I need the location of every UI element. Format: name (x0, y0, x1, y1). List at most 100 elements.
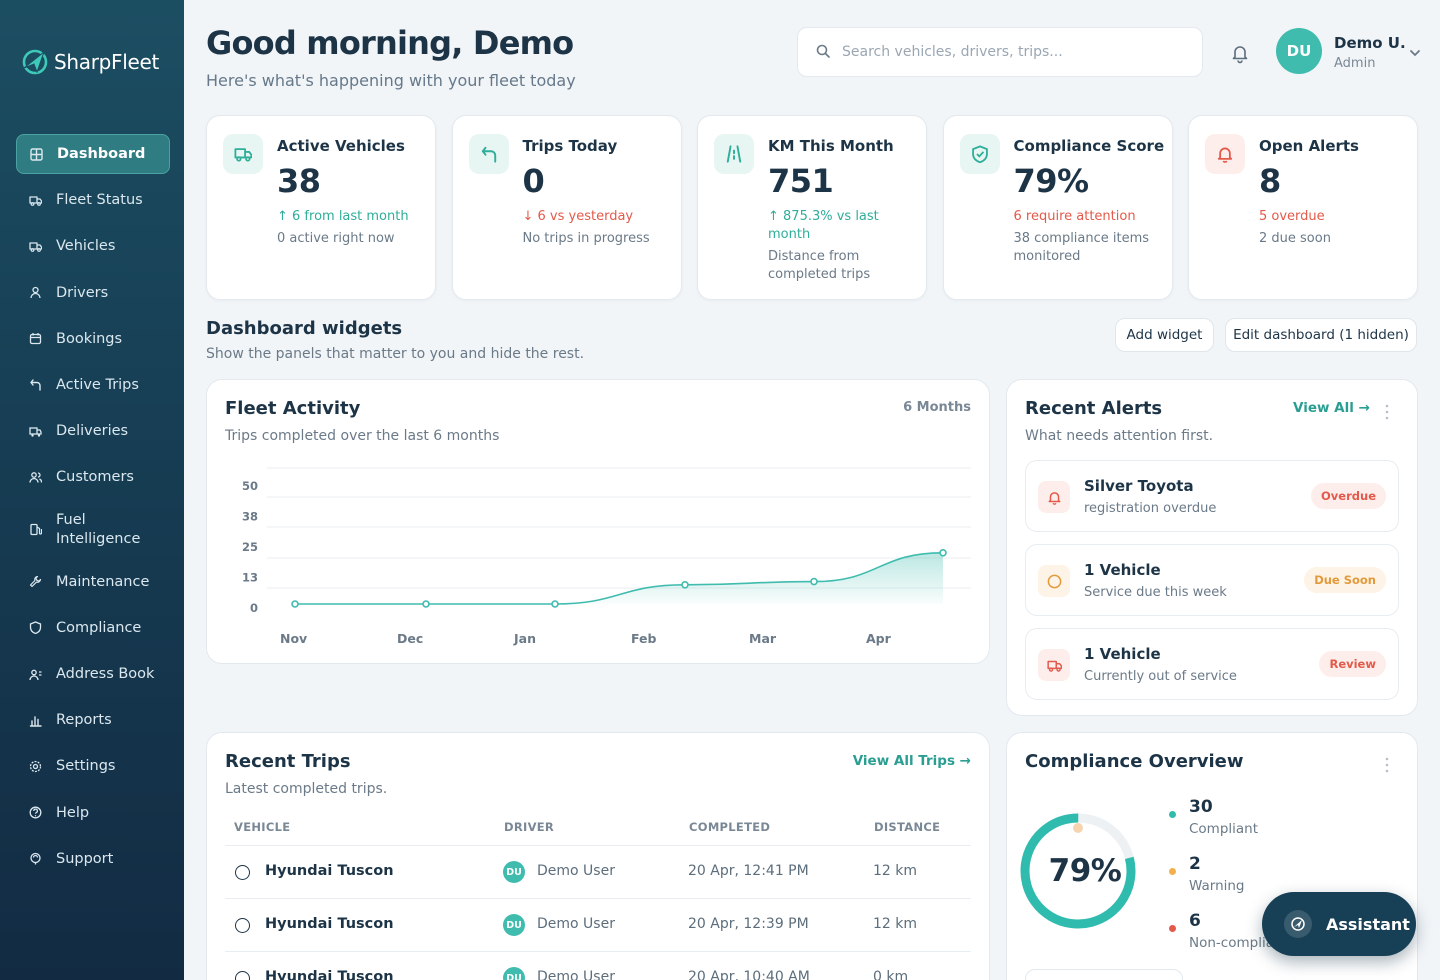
sidebar-item-dashboard[interactable]: Dashboard (16, 134, 170, 174)
fleet-activity-subtitle: Trips completed over the last 6 months (225, 428, 500, 444)
stat-value: 38 (277, 162, 321, 200)
sidebar-item-label: Fuel Intelligence (56, 511, 141, 547)
alert-item[interactable]: Silver Toyota registration overdue Overd… (1025, 460, 1399, 532)
recent-alerts-panel: Recent Alerts What needs attention first… (1006, 379, 1418, 716)
table-row[interactable]: Hyundai Tuscon DU Demo User 20 Apr, 10:4… (225, 951, 971, 980)
user-name[interactable]: Demo U. (1334, 34, 1406, 52)
bar-chart-icon (28, 713, 42, 727)
sidebar-item-maintenance[interactable]: Maintenance (16, 562, 170, 602)
row-select-radio[interactable] (235, 918, 250, 933)
row-select-radio[interactable] (235, 865, 250, 880)
y-tick-label: 0 (250, 601, 258, 615)
stat-card-compliance-score[interactable]: Compliance Score 79% 6 require attention… (942, 115, 1173, 300)
fleet-activity-chart: 50 38 25 13 0 Nov Dec Jan Feb Mar Apr (242, 467, 971, 646)
sidebar-item-label: Reports (56, 712, 112, 729)
package-truck-icon (28, 424, 42, 438)
series-line (295, 552, 944, 605)
sidebar-item-bookings[interactable]: Bookings (16, 319, 170, 359)
legend-value: 30 (1189, 797, 1213, 817)
trip-driver: Demo User (537, 863, 615, 879)
widgets-title: Dashboard widgets (206, 318, 403, 339)
trip-distance: 12 km (873, 863, 918, 879)
assistant-button[interactable]: Assistant (1262, 892, 1416, 956)
range-selector[interactable]: 6 Months (903, 400, 971, 415)
stat-card-active-vehicles[interactable]: Active Vehicles 38 ↑ 6 from last month 0… (206, 115, 436, 300)
sidebar-item-label: Fleet Status (56, 192, 143, 209)
sidebar: SharpFleet Dashboard Fleet Status Vehicl… (0, 0, 184, 980)
status-badge: Review (1319, 651, 1386, 677)
x-tick-label: Feb (631, 631, 657, 646)
table-row[interactable]: Hyundai Tuscon DU Demo User 20 Apr, 12:3… (225, 898, 971, 951)
sidebar-item-help[interactable]: Help (16, 793, 170, 833)
stat-note: 0 active right now (277, 231, 395, 246)
sidebar-item-active-trips[interactable]: Active Trips (16, 365, 170, 405)
sidebar-item-deliveries[interactable]: Deliveries (16, 411, 170, 451)
trip-driver: Demo User (537, 969, 615, 980)
stat-card-km-this-month[interactable]: KM This Month 751 ↑ 875.3% vs last month… (697, 115, 927, 300)
column-header-completed: COMPLETED (689, 820, 771, 834)
user-avatar[interactable]: DU (1276, 28, 1322, 74)
notifications-bell-icon[interactable] (1229, 42, 1251, 64)
alert-item[interactable]: 1 Vehicle Currently out of service Revie… (1025, 628, 1399, 700)
legend-label: Compliant (1189, 821, 1259, 837)
brand-logo[interactable]: SharpFleet (22, 48, 159, 76)
fuel-icon (28, 523, 42, 537)
view-all-trips-link[interactable]: View All Trips → (852, 753, 971, 769)
sidebar-item-label: Address Book (56, 666, 155, 683)
stat-title: Open Alerts (1259, 137, 1359, 155)
sidebar-item-label: Support (56, 850, 114, 867)
alert-item[interactable]: 1 Vehicle Service due this week Due Soon (1025, 544, 1399, 616)
route-icon (468, 134, 509, 174)
sidebar-item-fleet-status[interactable]: Fleet Status (16, 180, 170, 220)
sidebar-item-customers[interactable]: Customers (16, 457, 170, 497)
more-options-icon[interactable] (1385, 404, 1389, 420)
legend-label: Warning (1189, 878, 1245, 894)
trip-completed: 20 Apr, 12:41 PM (688, 863, 809, 879)
help-icon (28, 806, 42, 820)
table-row[interactable]: Hyundai Tuscon DU Demo User 20 Apr, 12:4… (225, 845, 971, 898)
recent-trips-panel: Recent Trips Latest completed trips. Vie… (206, 732, 990, 980)
gear-icon (28, 759, 42, 773)
trip-driver: Demo User (537, 916, 615, 932)
column-header-vehicle: VEHICLE (234, 820, 291, 834)
sidebar-item-drivers[interactable]: Drivers (16, 273, 170, 313)
sidebar-item-label: Bookings (56, 330, 123, 347)
search-input[interactable] (842, 44, 1182, 60)
sidebar-item-settings[interactable]: Settings (16, 746, 170, 786)
edit-dashboard-button[interactable]: Edit dashboard (1 hidden) (1225, 318, 1417, 352)
row-select-radio[interactable] (235, 971, 250, 980)
sidebar-item-reports[interactable]: Reports (16, 700, 170, 740)
driver-avatar: DU (503, 914, 525, 936)
donut-warning-marker (1073, 823, 1083, 833)
add-widget-button[interactable]: Add widget (1115, 318, 1214, 352)
users-icon (28, 470, 42, 484)
view-all-alerts-link[interactable]: View All → (1293, 400, 1370, 416)
compliance-action-button[interactable] (1025, 969, 1183, 980)
sidebar-item-support[interactable]: Support (16, 839, 170, 879)
chevron-down-icon[interactable] (1408, 45, 1422, 59)
stat-note: 38 compliance items monitored (1013, 231, 1150, 264)
stat-card-open-alerts[interactable]: Open Alerts 8 5 overdue 2 due soon (1188, 115, 1418, 300)
stat-title: Compliance Score (1013, 137, 1165, 155)
recent-trips-title: Recent Trips (225, 751, 351, 772)
trip-vehicle: Hyundai Tuscon (265, 916, 394, 932)
shield-check-icon (959, 134, 1000, 174)
sidebar-item-address-book[interactable]: Address Book (16, 654, 170, 694)
stat-delta: ↓ 6 vs yesterday (522, 209, 634, 224)
compliance-score: 79% (1048, 853, 1122, 889)
trip-distance: 12 km (873, 916, 918, 932)
sidebar-item-label: Deliveries (56, 423, 129, 440)
sidebar-item-compliance[interactable]: Compliance (16, 608, 170, 648)
data-point (551, 600, 559, 608)
stat-card-trips-today[interactable]: Trips Today 0 ↓ 6 vs yesterday No trips … (451, 115, 682, 300)
sidebar-item-fuel-intelligence[interactable]: Fuel Intelligence (16, 504, 170, 556)
driver-avatar: DU (503, 861, 525, 883)
recent-alerts-subtitle: What needs attention first. (1025, 428, 1214, 444)
brand-name: SharpFleet (54, 50, 160, 74)
search-box[interactable] (797, 27, 1203, 77)
more-options-icon[interactable] (1385, 757, 1389, 773)
trip-completed: 20 Apr, 12:39 PM (688, 916, 809, 932)
sidebar-item-vehicles[interactable]: Vehicles (16, 226, 170, 266)
alert-title: 1 Vehicle (1084, 561, 1161, 579)
donut-compliant-arc (1020, 813, 1136, 929)
